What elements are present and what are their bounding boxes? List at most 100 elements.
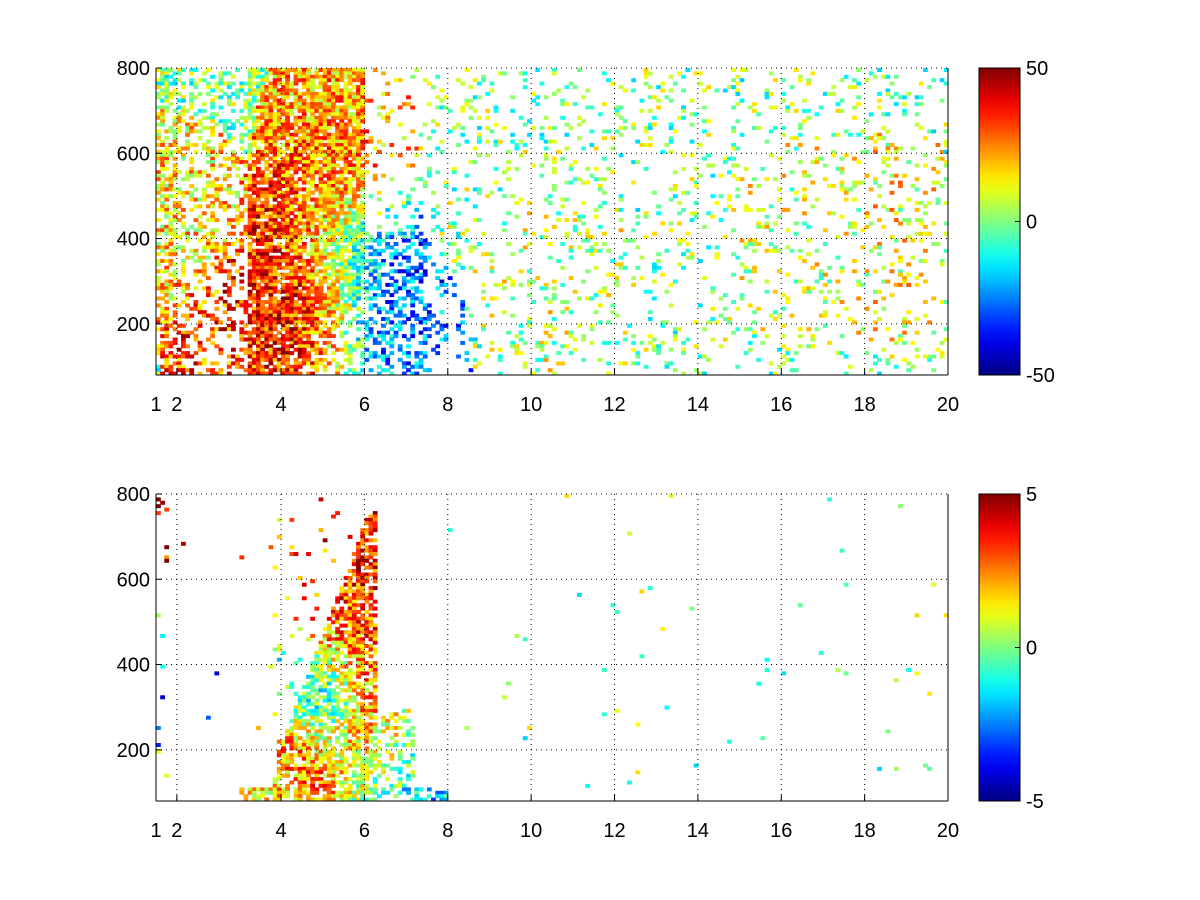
heatmap-cell bbox=[281, 368, 286, 373]
heatmap-cell bbox=[231, 153, 236, 158]
heatmap-cell bbox=[356, 88, 361, 93]
heatmap-cell bbox=[376, 272, 382, 277]
heatmap-cell bbox=[272, 777, 278, 782]
heatmap-cell bbox=[214, 81, 220, 86]
heatmap-cell bbox=[193, 327, 199, 332]
heatmap-cell bbox=[731, 173, 736, 178]
heatmap-cell bbox=[301, 344, 307, 349]
heatmap-cell bbox=[268, 296, 274, 301]
heatmap-cell bbox=[310, 105, 315, 110]
heatmap-cell bbox=[289, 719, 295, 724]
heatmap-cell bbox=[306, 214, 311, 219]
heatmap-cell bbox=[176, 68, 182, 72]
heatmap-cell bbox=[506, 276, 511, 281]
heatmap-cell bbox=[239, 248, 245, 253]
heatmap-cell bbox=[710, 194, 716, 199]
heatmap-cell bbox=[251, 98, 257, 103]
heatmap-cell bbox=[322, 173, 328, 178]
heatmap-cell bbox=[318, 252, 324, 257]
heatmap-cell bbox=[310, 129, 315, 134]
heatmap-cell bbox=[735, 163, 741, 168]
heatmap-cell bbox=[276, 170, 282, 175]
heatmap-cell bbox=[793, 368, 799, 373]
heatmap-cell bbox=[239, 156, 245, 161]
heatmap-cell bbox=[239, 245, 245, 250]
heatmap-cell bbox=[406, 293, 411, 298]
heatmap-cell bbox=[189, 368, 195, 373]
heatmap-cell bbox=[335, 78, 340, 83]
heatmap-cell bbox=[456, 78, 461, 83]
heatmap-cell bbox=[206, 115, 211, 120]
heatmap-cell bbox=[351, 262, 357, 267]
heatmap-cell bbox=[389, 269, 395, 274]
heatmap-cell bbox=[602, 201, 607, 205]
heatmap-cell bbox=[660, 221, 666, 226]
heatmap-cell bbox=[281, 102, 286, 107]
heatmap-cell bbox=[239, 180, 245, 185]
heatmap-cell bbox=[247, 289, 253, 294]
heatmap-cell bbox=[306, 272, 311, 277]
heatmap-cell bbox=[831, 149, 837, 154]
heatmap-cell bbox=[481, 282, 486, 287]
heatmap-cell bbox=[293, 272, 299, 277]
heatmap-cell bbox=[235, 248, 240, 253]
heatmap-cell bbox=[351, 286, 357, 291]
heatmap-cell bbox=[331, 310, 336, 315]
heatmap-cell bbox=[339, 108, 345, 113]
heatmap-cell bbox=[343, 235, 349, 240]
heatmap-cell bbox=[331, 153, 336, 158]
heatmap-cell bbox=[160, 320, 165, 325]
heatmap-cell bbox=[289, 344, 295, 349]
heatmap-cell bbox=[464, 173, 470, 178]
heatmap-cell bbox=[301, 780, 307, 785]
heatmap-cell bbox=[351, 149, 357, 154]
heatmap-cell bbox=[260, 156, 265, 161]
heatmap-cell bbox=[618, 361, 624, 366]
heatmap-cell bbox=[477, 81, 482, 86]
heatmap-cell bbox=[806, 78, 812, 83]
heatmap-cell bbox=[289, 201, 295, 205]
heatmap-cell bbox=[739, 238, 745, 243]
heatmap-cell bbox=[401, 255, 407, 260]
heatmap-cell bbox=[197, 221, 203, 226]
heatmap-cell bbox=[852, 105, 857, 110]
heatmap-cell bbox=[326, 313, 332, 318]
heatmap-cell bbox=[247, 282, 253, 287]
heatmap-cell bbox=[381, 238, 386, 243]
heatmap-cell bbox=[206, 184, 211, 188]
heatmap-cell bbox=[293, 163, 299, 168]
heatmap-cell bbox=[318, 327, 324, 332]
heatmap-cell bbox=[914, 95, 920, 100]
heatmap-cell bbox=[906, 368, 912, 373]
heatmap-cell bbox=[160, 664, 165, 669]
heatmap-cell bbox=[914, 276, 920, 281]
heatmap-cell bbox=[301, 74, 307, 79]
heatmap-cell bbox=[281, 119, 286, 124]
heatmap-cell bbox=[306, 712, 311, 717]
heatmap-cell bbox=[218, 163, 224, 168]
heatmap-cell bbox=[285, 334, 290, 339]
heatmap-cell bbox=[331, 74, 336, 79]
heatmap-cell bbox=[731, 156, 736, 161]
heatmap-cell bbox=[727, 85, 732, 90]
heatmap-cell bbox=[397, 231, 403, 236]
heatmap-cell bbox=[310, 177, 315, 182]
heatmap-cell bbox=[293, 282, 299, 287]
heatmap-cell bbox=[297, 575, 303, 580]
heatmap-cell bbox=[848, 224, 853, 229]
heatmap-cell bbox=[818, 272, 824, 277]
heatmap-cell bbox=[756, 184, 762, 188]
heatmap-cell bbox=[310, 695, 315, 700]
heatmap-cell bbox=[264, 78, 270, 83]
heatmap-cell bbox=[452, 282, 457, 287]
heatmap-cell bbox=[285, 739, 290, 744]
heatmap-cell bbox=[306, 681, 311, 686]
heatmap-cell bbox=[172, 108, 178, 113]
heatmap-cell bbox=[456, 122, 461, 127]
heatmap-cell bbox=[306, 357, 311, 362]
heatmap-cell bbox=[256, 323, 261, 328]
heatmap-cell bbox=[351, 91, 357, 96]
heatmap-cell bbox=[389, 327, 395, 332]
heatmap-cell bbox=[560, 265, 566, 270]
heatmap-cell bbox=[285, 736, 290, 741]
